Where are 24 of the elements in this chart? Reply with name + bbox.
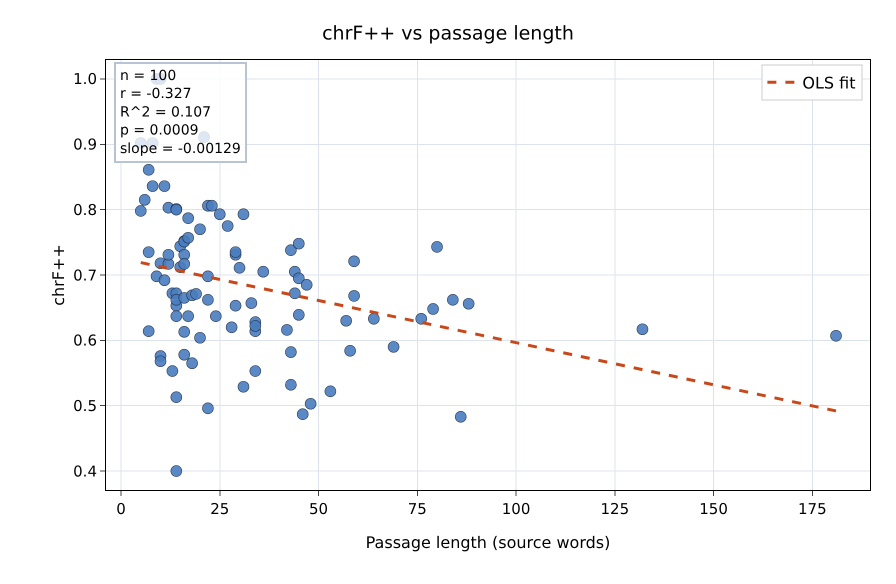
annotation: n = 100 [120,68,176,84]
y-axis-title: chrF++ [49,244,68,306]
y-tick-label: 0.6 [73,332,97,350]
y-tick-label: 0.4 [73,462,97,480]
y-tick-label: 0.8 [73,200,97,219]
chart-title: chrF++ vs passage length [322,22,574,45]
x-tick-label: 25 [210,500,230,518]
y-tick-label: 1.0 [73,70,97,88]
x-tick-label: 50 [308,500,328,518]
y-tick-label: 0.7 [73,266,97,284]
y-tick-label: 0.9 [73,136,97,154]
y-tick-label: 0.5 [73,396,97,415]
annotation: p = 0.0009 [120,122,199,139]
x-tick-label: 75 [408,500,427,518]
annotation: r = -0.327 [120,86,192,102]
x-tick-label: 100 [502,500,530,518]
annotation: slope = -0.00129 [120,140,241,157]
legend-label: OLS fit [802,73,856,92]
annotation: R^2 = 0.107 [120,104,212,120]
x-tick-label: 150 [699,500,728,518]
x-tick-label: 125 [600,500,630,518]
x-tick-label: 0 [116,500,126,518]
x-tick-label: 175 [798,500,827,518]
x-axis-title: Passage length (source words) [366,533,610,552]
